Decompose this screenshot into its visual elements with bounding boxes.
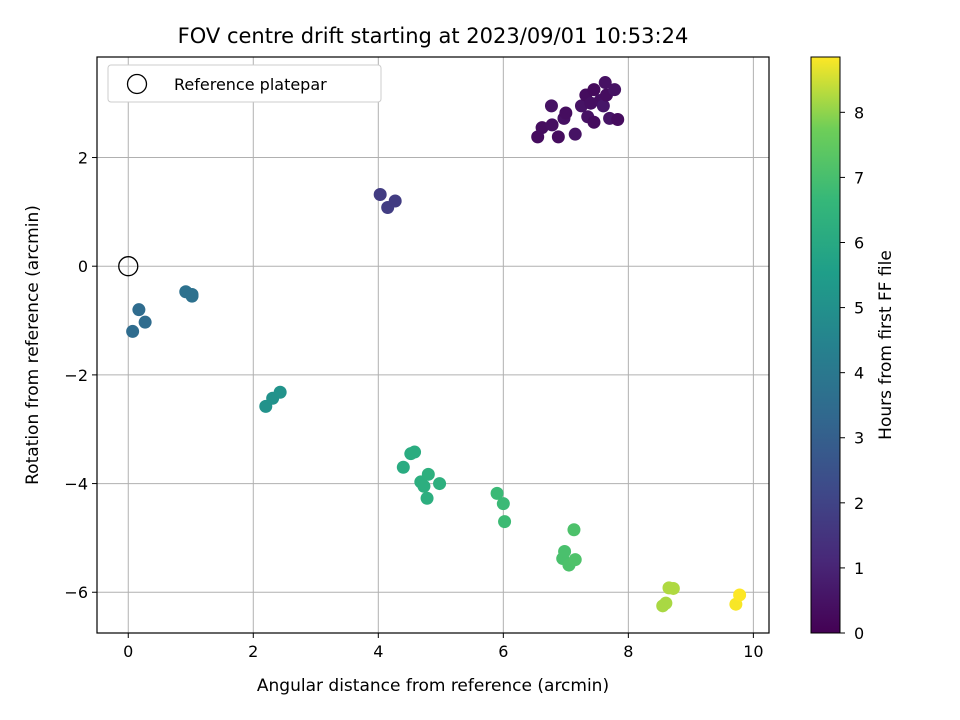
data-points xyxy=(118,76,747,613)
x-axis-ticks: 0 2 4 6 8 10 xyxy=(123,633,764,661)
colorbar-tick-label: 6 xyxy=(854,233,864,252)
data-point xyxy=(666,581,680,595)
data-point xyxy=(433,477,447,491)
data-point xyxy=(396,460,410,474)
data-point xyxy=(567,523,581,537)
y-axis-ticks: −6 −4 −2 0 2 xyxy=(64,149,97,602)
data-point xyxy=(568,553,582,567)
data-point xyxy=(659,596,673,610)
data-point xyxy=(535,121,549,135)
y-axis-label: Rotation from reference (arcmin) xyxy=(23,205,43,485)
legend-marker-reference xyxy=(126,73,148,95)
data-point xyxy=(545,118,559,132)
grid-lines xyxy=(97,57,769,633)
reference-platepar-marker xyxy=(118,256,139,277)
legend: Reference platepar xyxy=(107,64,382,103)
data-point xyxy=(417,479,431,493)
colorbar-tick-label: 5 xyxy=(854,299,864,318)
legend-label-reference: Reference platepar xyxy=(174,75,327,94)
data-point xyxy=(551,130,565,144)
data-point xyxy=(373,187,387,201)
data-point xyxy=(185,289,199,303)
colorbar-gradient xyxy=(810,56,841,634)
legend-box xyxy=(107,64,382,103)
data-point xyxy=(388,194,402,208)
x-tick-label: 6 xyxy=(498,642,508,661)
data-point xyxy=(558,544,572,558)
x-tick-label: 2 xyxy=(248,642,258,661)
colorbar-tick-label: 0 xyxy=(854,624,864,643)
y-tick-label: −6 xyxy=(64,583,88,602)
data-point xyxy=(568,127,582,141)
data-point xyxy=(733,588,747,602)
data-point xyxy=(273,385,287,399)
data-point xyxy=(408,445,422,459)
colorbar-label: Hours from first FF file xyxy=(876,250,896,440)
colorbar-tick-label: 7 xyxy=(854,168,864,187)
data-point xyxy=(496,497,510,511)
data-point xyxy=(559,106,573,120)
plot-frame xyxy=(96,56,770,634)
data-point xyxy=(598,76,612,90)
colorbar-tick-label: 2 xyxy=(854,494,864,513)
data-point xyxy=(126,324,140,338)
colorbar: 0 1 2 3 4 5 6 7 8 Hours from first FF file xyxy=(810,56,896,643)
data-point xyxy=(544,99,558,113)
data-point xyxy=(138,315,152,329)
data-point xyxy=(421,467,435,481)
colorbar-tick-label: 3 xyxy=(854,429,864,448)
data-point xyxy=(587,83,601,97)
y-tick-label: 0 xyxy=(78,257,88,276)
y-tick-label: 2 xyxy=(78,149,88,168)
data-point xyxy=(420,491,434,505)
chart-title: FOV centre drift starting at 2023/09/01 … xyxy=(178,24,689,48)
x-tick-label: 4 xyxy=(373,642,383,661)
data-point xyxy=(498,515,512,529)
x-axis-label: Angular distance from reference (arcmin) xyxy=(257,676,609,696)
y-tick-label: −4 xyxy=(64,475,88,494)
data-point xyxy=(490,486,504,500)
colorbar-ticks: 0 1 2 3 4 5 6 7 8 xyxy=(840,103,864,643)
x-tick-label: 0 xyxy=(123,642,133,661)
data-point xyxy=(608,83,622,97)
data-point xyxy=(587,115,601,129)
colorbar-tick-label: 8 xyxy=(854,103,864,122)
colorbar-tick-label: 4 xyxy=(854,364,864,383)
x-tick-label: 10 xyxy=(743,642,763,661)
y-tick-label: −2 xyxy=(64,366,88,385)
x-tick-label: 8 xyxy=(623,642,633,661)
data-point xyxy=(584,96,598,110)
data-point xyxy=(596,99,610,113)
colorbar-tick-label: 1 xyxy=(854,559,864,578)
data-point xyxy=(132,303,146,317)
data-point xyxy=(611,112,625,126)
